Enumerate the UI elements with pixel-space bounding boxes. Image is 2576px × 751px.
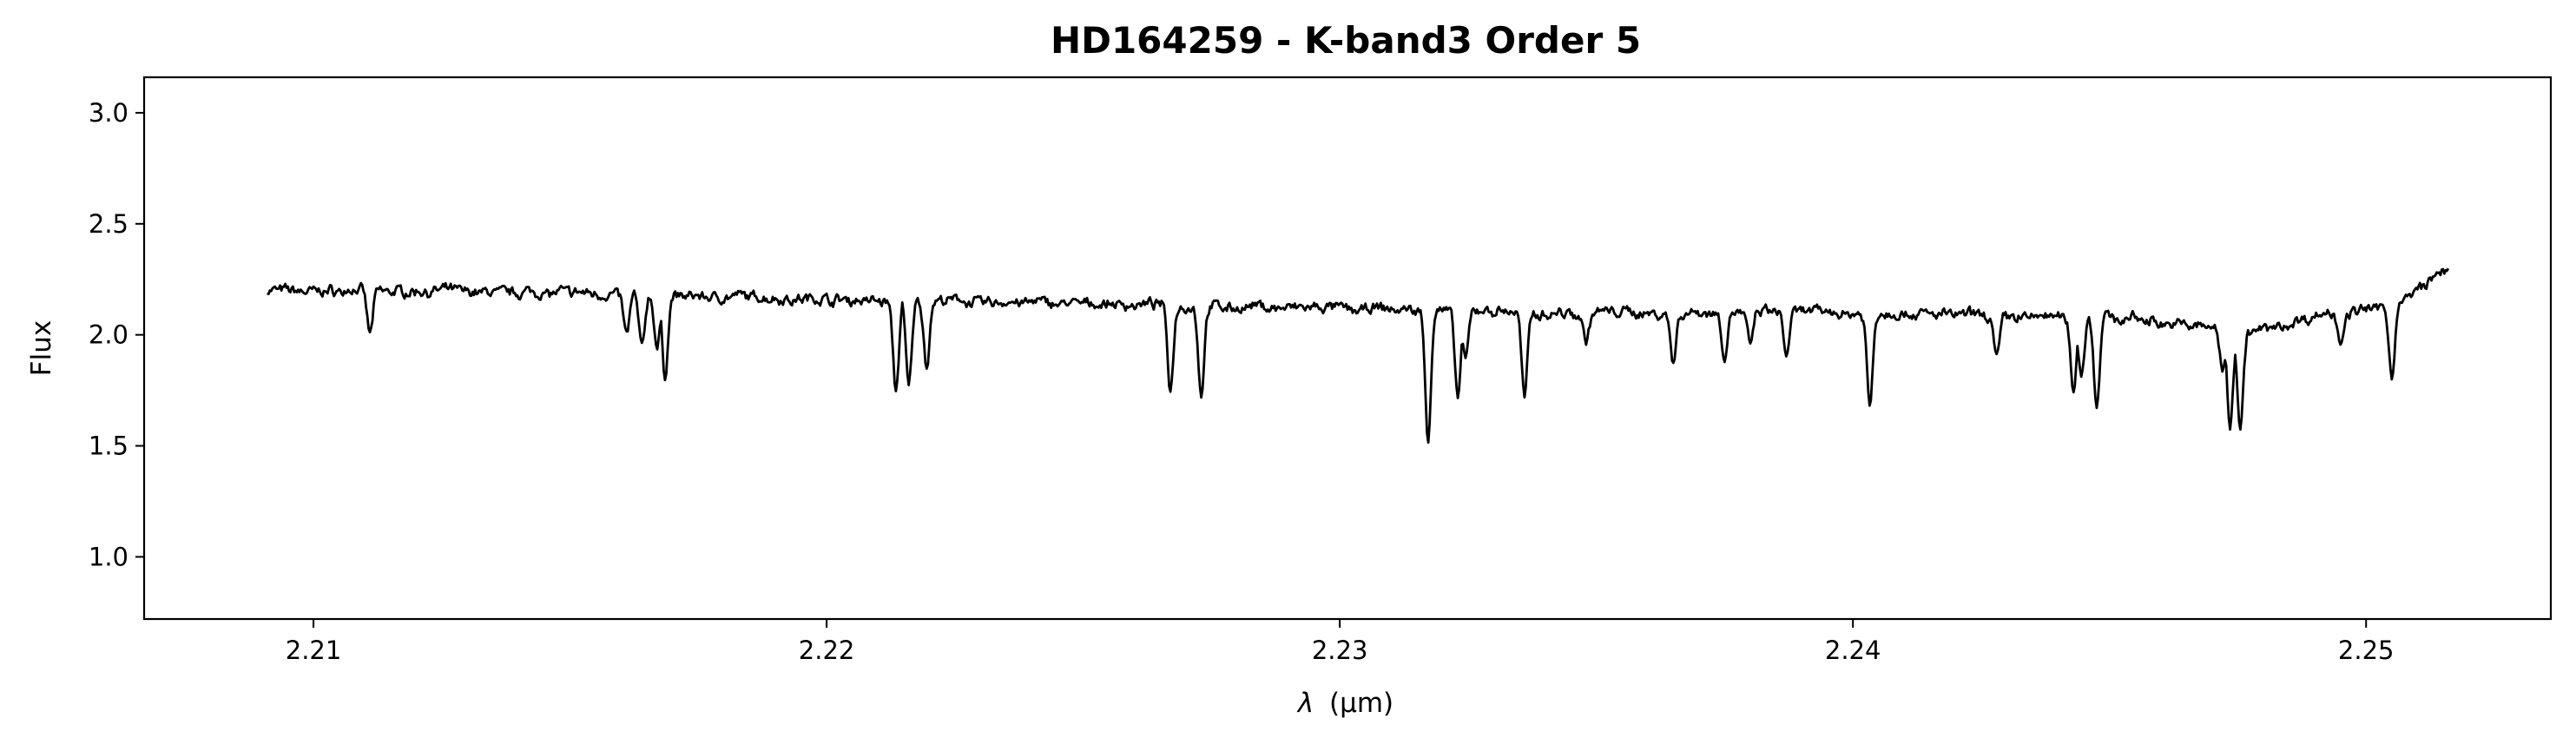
y-axis: 1.0 1.5 2.0 2.5 3.0 bbox=[89, 98, 144, 571]
x-axis: 2.21 2.22 2.23 2.24 2.25 bbox=[286, 619, 2395, 665]
x-axis-label: λ (μm) bbox=[1296, 688, 1393, 719]
spectrum-line bbox=[267, 267, 2450, 445]
plot-area bbox=[267, 267, 2450, 445]
x-axis-label-symbol: λ bbox=[1296, 688, 1314, 719]
chart-title: HD164259 - K-band3 Order 5 bbox=[1051, 19, 1641, 62]
y-tick-label: 1.0 bbox=[89, 542, 128, 571]
x-tick-label: 2.21 bbox=[286, 636, 342, 665]
x-tick-label: 2.23 bbox=[1312, 636, 1368, 665]
y-tick-label: 2.5 bbox=[89, 209, 128, 239]
x-axis-label-unit: (μm) bbox=[1329, 688, 1393, 719]
x-tick-label: 2.25 bbox=[2338, 636, 2395, 665]
x-tick-label: 2.22 bbox=[799, 636, 855, 665]
plot-frame bbox=[142, 76, 2553, 621]
y-tick-label: 1.5 bbox=[89, 431, 128, 461]
y-tick-label: 2.0 bbox=[89, 320, 128, 350]
y-axis-label: Flux bbox=[26, 320, 57, 376]
y-tick-label: 3.0 bbox=[89, 98, 128, 128]
x-tick-label: 2.24 bbox=[1825, 636, 1881, 665]
